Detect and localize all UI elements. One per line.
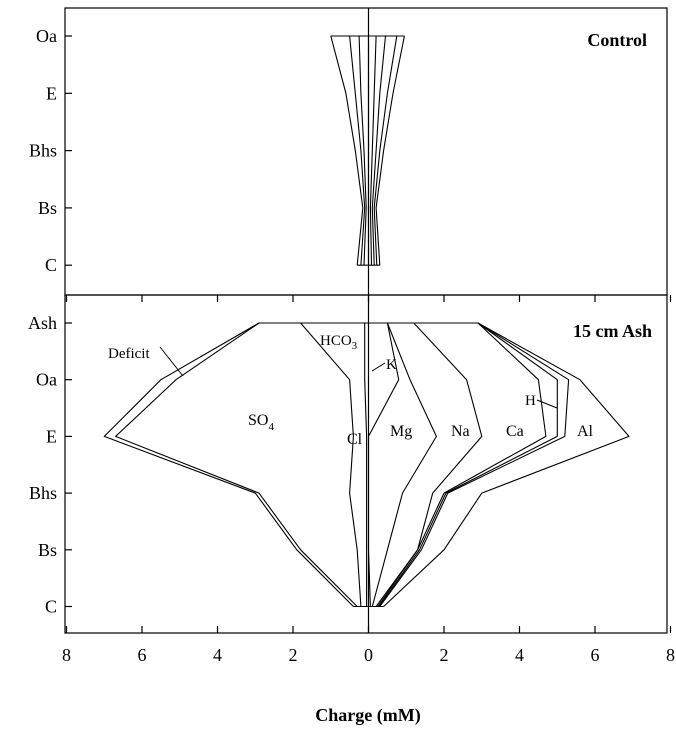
label-cl: Cl <box>347 431 363 448</box>
boundary-line <box>378 322 558 607</box>
boundary-line <box>358 35 367 266</box>
label-mg: Mg <box>390 423 412 440</box>
ash-category-ticks <box>65 322 72 608</box>
label-hco3: HCO3 <box>320 333 358 352</box>
control-panel: Oa E Bhs Bs C Control <box>29 7 668 296</box>
x-tick-label: 8 <box>666 645 675 665</box>
control-category-labels: Oa E Bhs Bs C <box>29 26 57 275</box>
category-label-c: C <box>45 597 57 617</box>
x-tick-label: 2 <box>440 645 449 665</box>
label-h: H <box>525 393 536 409</box>
ash-panel: 8 6 4 2 0 2 4 6 8 Ash Oa E Bhs Bs C 15 cm Ash Deficit… <box>28 294 675 665</box>
category-label-oa: Oa <box>36 26 57 46</box>
boundary-line <box>373 35 398 266</box>
label-so4: SO4 <box>248 412 274 433</box>
category-label-ash: Ash <box>28 313 57 333</box>
boundary-line <box>379 322 570 607</box>
boundary-line <box>349 35 366 266</box>
label-so4-subscript: 4 <box>268 421 274 433</box>
boundary-line <box>115 322 358 607</box>
boundary-line <box>375 35 405 266</box>
deficit-leader-line <box>159 346 184 377</box>
category-label-e: E <box>46 83 57 103</box>
label-so4-main: SO <box>248 412 268 429</box>
boundary-line <box>364 323 368 607</box>
k-leader-line <box>371 362 386 372</box>
x-axis-tick-labels: 8 6 4 2 0 2 4 6 8 <box>62 645 675 665</box>
control-category-ticks <box>65 35 72 266</box>
x-axis-label: Charge (mM) <box>315 705 420 726</box>
control-panel-title: Control <box>587 30 647 50</box>
boundary-line <box>369 35 377 266</box>
label-al: Al <box>577 423 594 440</box>
x-tick-label: 2 <box>289 645 298 665</box>
x-tick-label: 4 <box>213 645 222 665</box>
control-boundary-lines <box>330 35 405 266</box>
category-label-e: E <box>46 426 57 446</box>
x-axis-ticks <box>65 295 672 633</box>
boundary-line <box>371 35 387 266</box>
control-panel-frame <box>64 7 668 296</box>
category-label-bs: Bs <box>38 540 57 560</box>
boundary-line <box>300 322 362 607</box>
category-label-bhs: Bhs <box>29 483 57 503</box>
ash-category-labels: Ash Oa E Bhs Bs C <box>28 313 57 617</box>
category-label-bs: Bs <box>38 198 57 218</box>
boundary-line <box>371 322 437 607</box>
label-hco3-main: HCO <box>320 333 352 349</box>
boundary-line <box>367 322 400 607</box>
ash-panel-title: 15 cm Ash <box>573 321 652 341</box>
category-label-oa: Oa <box>36 370 57 390</box>
label-k: K <box>386 357 397 373</box>
category-label-bhs: Bhs <box>29 141 57 161</box>
x-tick-label: 4 <box>515 645 524 665</box>
ash-boundary-lines <box>103 322 630 608</box>
ash-panel-frame <box>64 294 668 634</box>
x-tick-label: 8 <box>62 645 71 665</box>
x-tick-label: 6 <box>138 645 147 665</box>
label-ca: Ca <box>506 423 524 440</box>
x-tick-label: 6 <box>591 645 600 665</box>
label-hco3-subscript: 3 <box>352 340 358 352</box>
boundary-line <box>377 322 547 607</box>
h-leader-line <box>536 399 558 409</box>
category-label-c: C <box>45 255 57 275</box>
boundary-line <box>103 322 354 607</box>
boundary-line <box>383 322 630 607</box>
label-na: Na <box>451 423 470 440</box>
label-deficit: Deficit <box>108 346 150 362</box>
x-tick-label: 0 <box>364 645 373 665</box>
boundary-line <box>330 35 364 266</box>
